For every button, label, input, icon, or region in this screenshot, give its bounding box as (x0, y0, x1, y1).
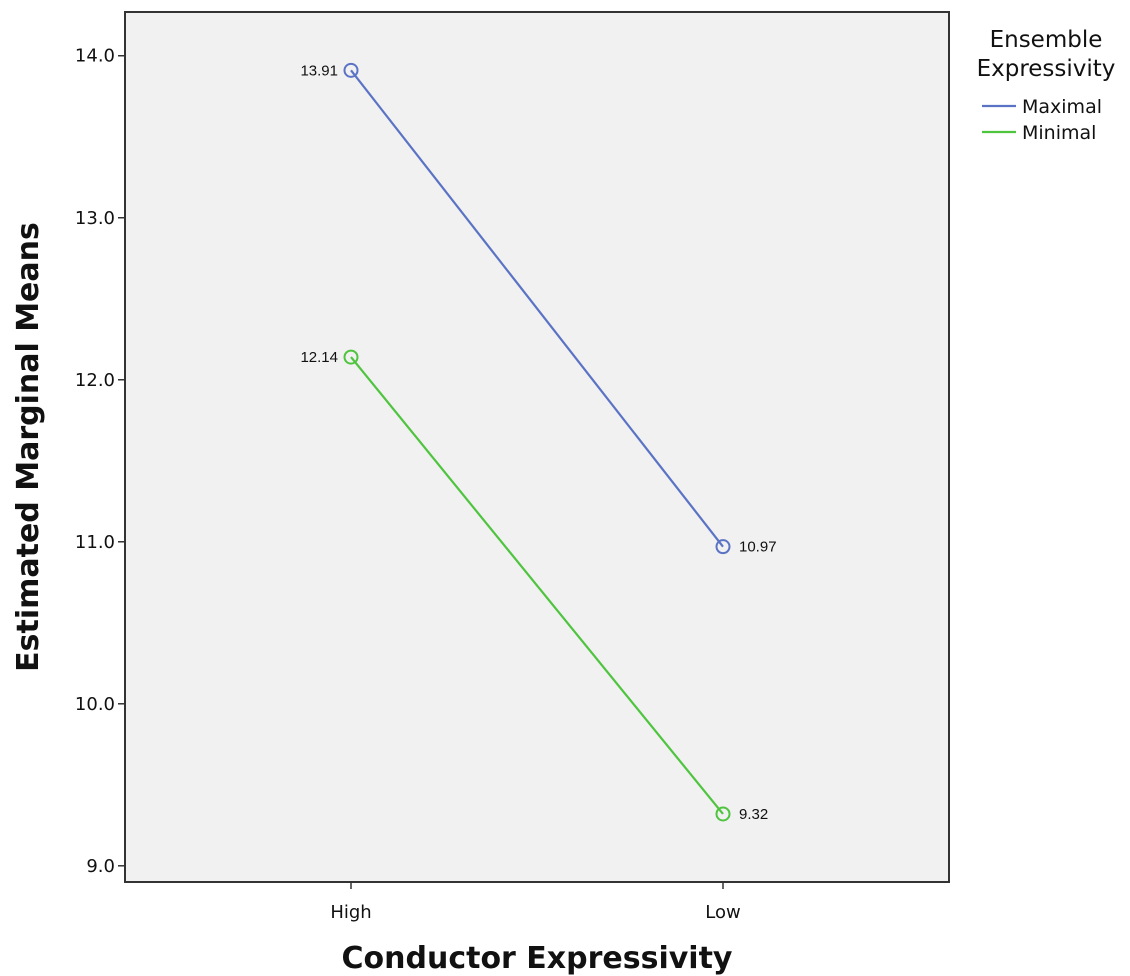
y-axis-title: Estimated Marginal Means (11, 222, 46, 672)
data-label: 9.32 (739, 806, 768, 823)
legend-label: Minimal (1022, 122, 1096, 144)
series-line (350, 69, 724, 548)
legend-item-minimal: Minimal (982, 122, 1096, 144)
data-point-marker (715, 806, 731, 822)
plot-area (124, 11, 950, 883)
data-point-marker (343, 62, 359, 78)
data-label: 10.97 (739, 539, 777, 556)
series-line (350, 356, 724, 815)
legend-label: Maximal (1022, 96, 1102, 118)
legend-item-maximal: Maximal (982, 96, 1102, 118)
y-tick-label: 10.0 (75, 694, 115, 715)
legend-entries: Maximal Minimal (982, 96, 1102, 144)
x-axis-title: Conductor Expressivity (342, 941, 733, 976)
legend-title-line-1: Ensemble (990, 27, 1103, 53)
data-label: 13.91 (300, 62, 338, 79)
series-minimal: 12.14 9.32 (300, 349, 768, 823)
y-tick-label: 11.0 (75, 532, 115, 553)
data-label: 12.14 (300, 349, 338, 366)
y-tick-label: 13.0 (75, 208, 115, 229)
legend: Ensemble Expressivity Maximal Minimal (977, 27, 1116, 144)
y-tick-label: 12.0 (75, 370, 115, 391)
series-maximal: 13.91 10.97 (300, 62, 776, 555)
x-tick-label: High (330, 902, 371, 923)
y-tick-label: 14.0 (75, 46, 115, 67)
legend-title-line-2: Expressivity (977, 56, 1116, 82)
data-point-marker (343, 349, 359, 365)
data-point-marker (715, 539, 731, 555)
y-tick-label: 9.0 (86, 856, 115, 877)
series-layer: 13.91 10.97 12.14 9.32 (300, 62, 776, 823)
x-tick-label: Low (705, 902, 740, 923)
x-axis: High Low (330, 882, 741, 923)
y-axis: 9.0 10.0 11.0 12.0 13.0 14.0 (75, 46, 125, 877)
